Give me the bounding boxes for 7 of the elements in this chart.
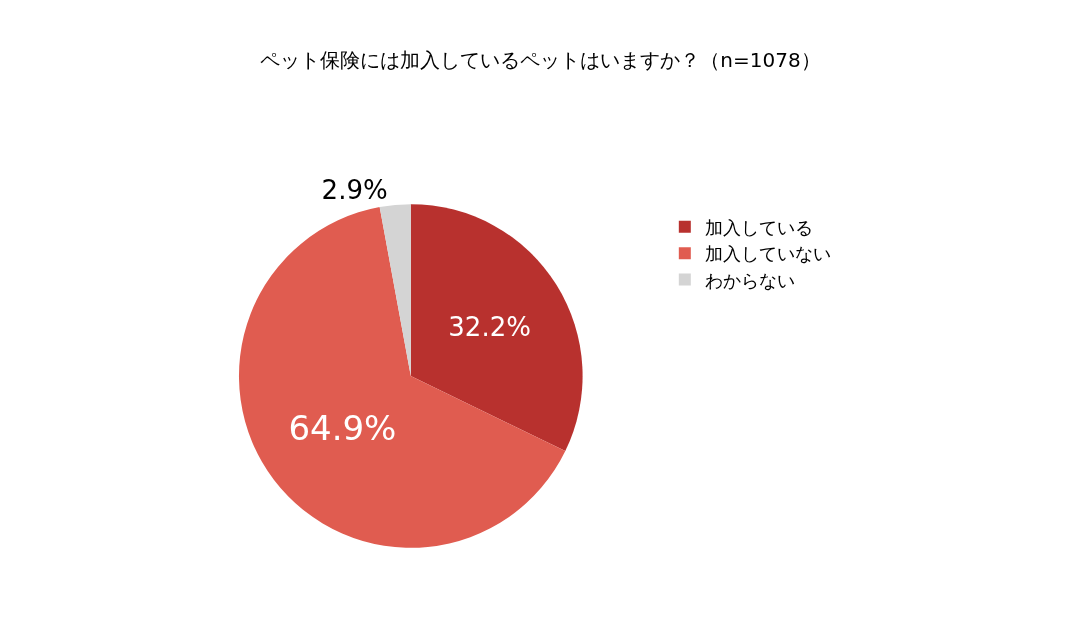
data-label: 32.2% [448, 311, 531, 342]
chart-title: ペット保険には加入しているペットはいますか？（n=1078） [260, 48, 821, 73]
data-label: 64.9% [288, 407, 397, 448]
legend-label: 加入している [704, 216, 813, 238]
legend-label: わからない [704, 269, 795, 291]
data-label: 2.9% [321, 174, 388, 205]
legend-label: 加入していない [704, 243, 831, 265]
